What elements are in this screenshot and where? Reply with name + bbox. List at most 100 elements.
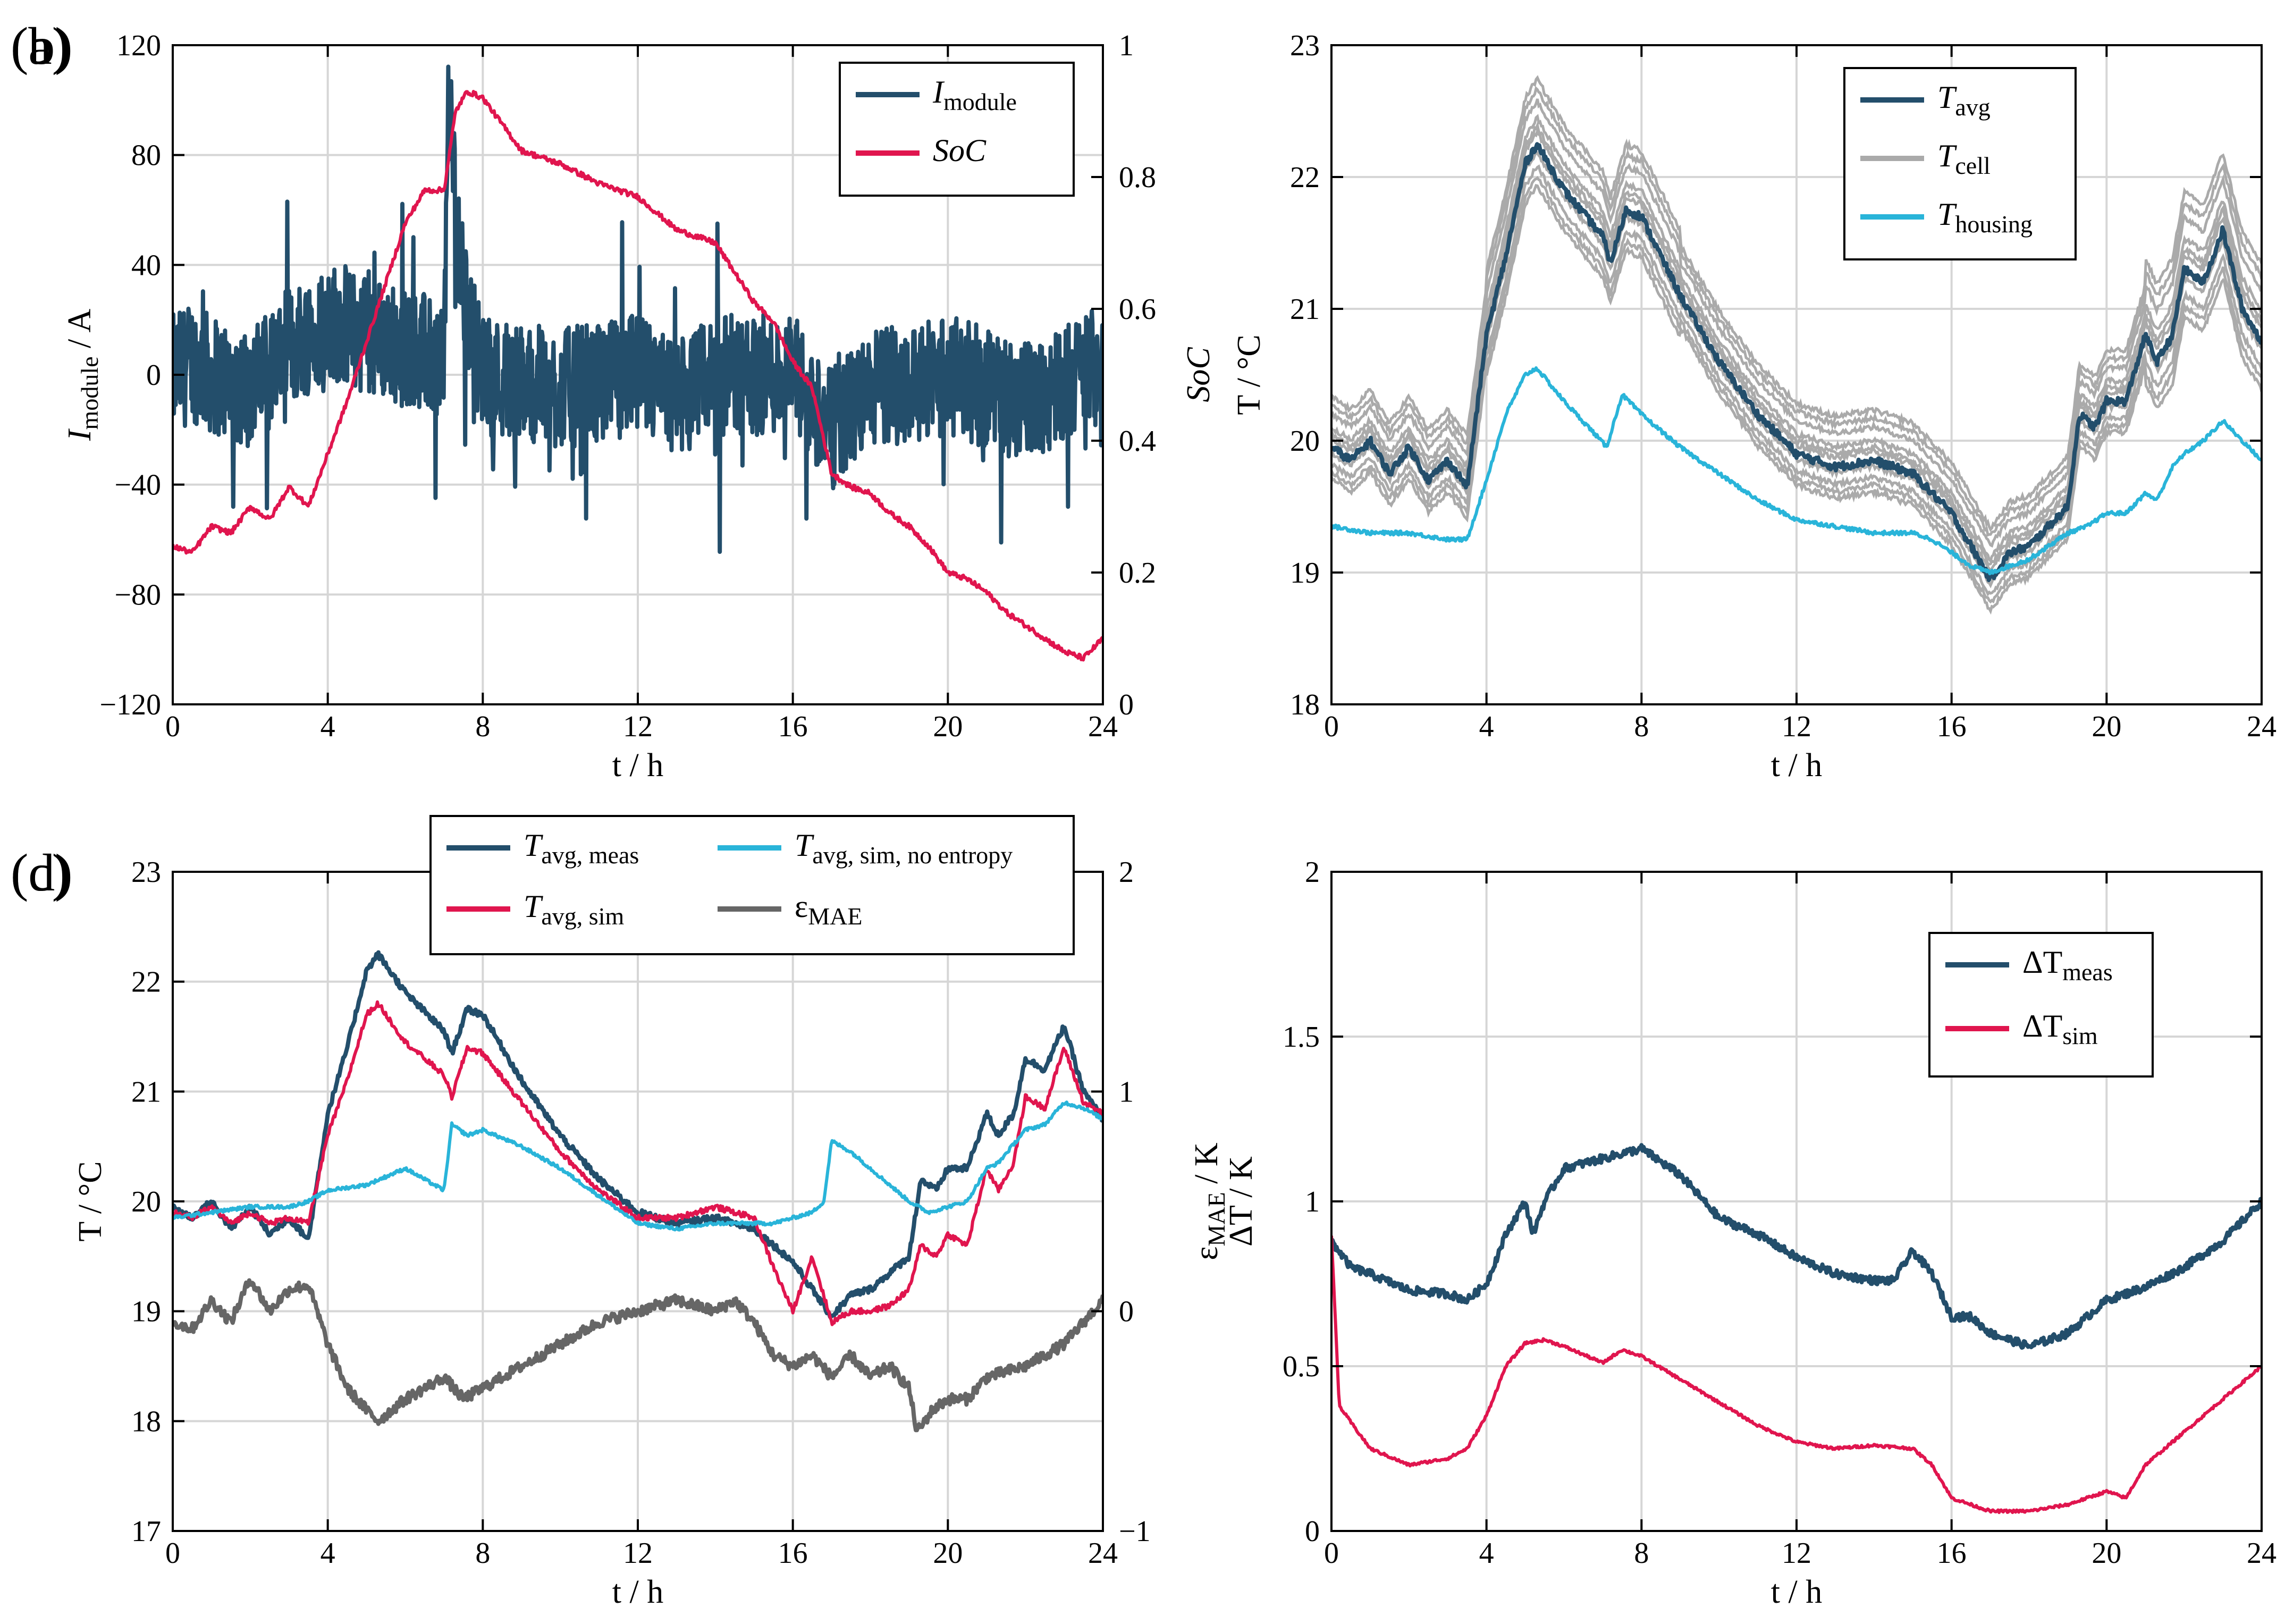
legend-label: ΔTsim [2022,1008,2098,1049]
series-line-t-avg-sim [173,1000,1103,1326]
legend-label-sub: housing [1955,211,2033,238]
series-group [173,950,1103,1433]
y-axis-label-dt: ΔT / K [1223,1156,1259,1247]
x-tick-label: 4 [321,710,335,743]
x-tick-label: 24 [2247,1537,2276,1570]
x-tick-label: 8 [1634,710,1649,743]
x-tick-label: 16 [778,1537,808,1570]
y-axis-label: T / °C [72,1161,108,1241]
x-tick-label: 12 [623,1537,653,1570]
series-line-t-avg [1331,142,2262,583]
legend-label: εMAE [795,889,862,930]
y2-tick-label: 1 [1119,1075,1134,1108]
legend-label: Tcell [1937,138,1991,179]
y-tick-label: 80 [131,139,161,172]
legend-label-sub: avg, sim [541,903,624,930]
x-tick-label: 8 [475,1537,490,1570]
cell-temperature-line [1331,176,2262,604]
panel-label: (c) [11,843,70,902]
legend-box [839,62,1075,197]
legend-label-main: T [1937,197,1957,232]
y-tick-label: 21 [1290,293,1320,326]
y-tick-label: 23 [1290,29,1320,62]
legend-label: Tavg, sim, no entropy [795,828,1013,869]
panel-a: 0 4 8 12 16 20 24 −120 −80 −40 0 40 80 120 0 0.2 0.4 0.6 0… [11,16,1217,784]
y-axis-label-eps-sub: MAE [1203,1192,1230,1246]
y-axis-label-eps: εMAE / K [1188,1142,1230,1260]
legend-label: ΔTmeas [2022,945,2113,986]
legend-box [429,815,1075,955]
legend-label-main: T [1937,80,1957,115]
legend-label-sub: avg, sim, no entropy [812,842,1013,869]
ticks [1330,44,2263,705]
legend: ΔTmeas ΔTsim [1928,932,2154,1078]
legend-label-main: I [932,74,945,110]
y-tick-label: 19 [1290,557,1320,590]
y-tick-label: 2 [1305,856,1320,889]
y-tick-label: 18 [131,1405,161,1438]
panel-label: (d) [11,843,73,902]
x-tick-label: 16 [1937,710,1967,743]
y-tick-label: 1.5 [1283,1021,1320,1054]
series-line-eps-mae [173,1278,1103,1433]
y-tick-label: 20 [131,1185,161,1218]
legend-label-main: T [1937,138,1957,173]
legend-label-main: ΔT [2022,945,2062,980]
x-tick-label: 24 [1088,1537,1118,1570]
legend-label-sub: meas [2062,958,2113,986]
y-axis-label-unit: / A [62,309,98,357]
y-axis-label: Imodule / A [62,309,103,441]
x-tick-label: 16 [1937,1537,1967,1570]
x-tick-label: 20 [2092,710,2121,743]
panel-label: (a) [11,16,70,75]
legend-label: Thousing [1937,197,2033,238]
x-tick-label: 12 [1782,710,1811,743]
y-tick-label: 21 [131,1075,161,1108]
y2-tick-label: 0 [1119,688,1134,721]
legend-label: Tavg [1937,80,1991,121]
legend-label-sub: cell [1955,152,1990,179]
legend-box [1928,932,2154,1078]
x-tick-label: 0 [1324,1537,1339,1570]
y-tick-label: 19 [131,1295,161,1328]
y2-tick-label: 0.6 [1119,293,1156,326]
y2-tick-label: 0.8 [1119,161,1156,194]
x-tick-label: 8 [1634,1537,1649,1570]
legend-label: Tavg, sim [524,889,624,930]
y-tick-label: 22 [1290,161,1320,194]
y-tick-label: 22 [131,966,161,999]
x-tick-label: 12 [623,710,653,743]
y-tick-label: 18 [1290,688,1320,721]
legend-label-main: T [795,828,814,863]
y-tick-label: −120 [99,688,161,721]
y-tick-label: 20 [1290,425,1320,458]
legend-label-main: SoC [933,133,986,168]
x-tick-label: 20 [933,710,963,743]
series-line-t-avg-sim-no-entropy [173,1100,1103,1232]
x-tick-label: 0 [165,710,180,743]
y-tick-label: −80 [114,578,161,611]
y-axis-label-sub: module [76,356,103,430]
series-group [1331,1143,2262,1514]
y-axis-label-eps-unit: / K [1188,1142,1225,1192]
cell-temperature-line [1331,183,2262,615]
panel-label: (b) [11,16,73,75]
y-tick-label: 0 [1305,1515,1320,1548]
x-tick-label: 0 [165,1537,180,1570]
series-line-t-housing [1331,366,2262,576]
legend-label-main: T [524,828,543,863]
series-line-i-module [173,64,1103,554]
y2-tick-label: 1 [1119,29,1134,62]
x-axis-label: t / h [1771,747,1822,784]
x-axis-label: t / h [612,747,663,784]
x-tick-label: 4 [1479,710,1494,743]
y-tick-label: 40 [131,249,161,282]
x-tick-label: 20 [2092,1537,2121,1570]
ticks [172,44,1104,705]
series-group [173,64,1103,662]
